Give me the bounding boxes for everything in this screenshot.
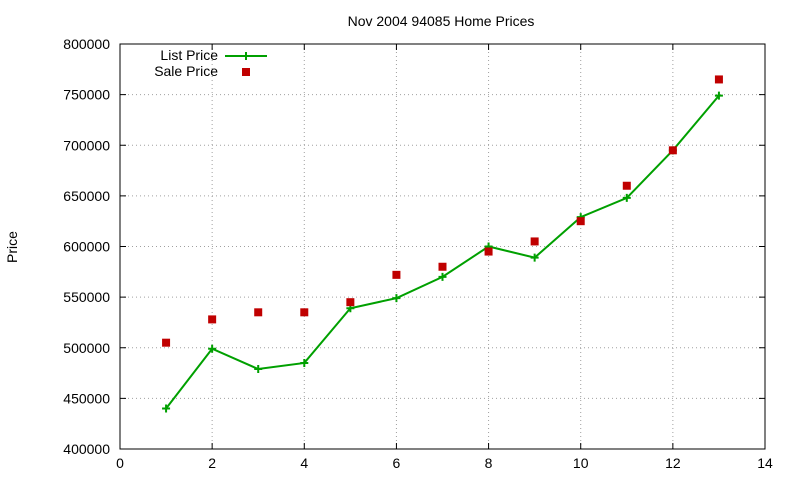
list-price-point bbox=[714, 91, 723, 100]
list-price-point bbox=[530, 253, 539, 262]
y-tick-label: 700000 bbox=[63, 137, 110, 153]
legend-marker-sale-price bbox=[242, 68, 250, 76]
series bbox=[162, 75, 723, 413]
x-tick-label: 6 bbox=[393, 455, 401, 471]
y-tick-label: 650000 bbox=[63, 188, 110, 204]
sale-price-point bbox=[392, 270, 401, 279]
chart-title: Nov 2004 94085 Home Prices bbox=[348, 13, 535, 29]
y-tick-label: 800000 bbox=[63, 36, 110, 52]
list-price-point bbox=[622, 193, 631, 202]
sale-price-point bbox=[300, 308, 309, 317]
list-price-line bbox=[165, 94, 720, 410]
list-price-point bbox=[254, 365, 263, 374]
y-tick-labels: 400000 450000 500000 550000 600000 650000 7000… bbox=[63, 36, 110, 457]
sale-price-point bbox=[576, 217, 585, 226]
sale-price-point bbox=[530, 237, 539, 246]
sale-price-point bbox=[714, 75, 723, 84]
list-price-point bbox=[208, 344, 217, 353]
sale-price-point bbox=[438, 262, 447, 271]
x-tick-label: 12 bbox=[665, 455, 681, 471]
y-tick-label: 450000 bbox=[63, 390, 110, 406]
sale-price-point bbox=[622, 181, 631, 190]
list-price-point bbox=[392, 294, 401, 303]
sale-price-point bbox=[346, 298, 355, 307]
y-tick-label: 750000 bbox=[63, 87, 110, 103]
grid bbox=[120, 44, 765, 449]
legend-label-list-price: List Price bbox=[160, 47, 218, 63]
x-tick-label: 0 bbox=[116, 455, 124, 471]
y-tick-label: 600000 bbox=[63, 239, 110, 255]
legend: List Price Sale Price bbox=[154, 47, 267, 79]
sale-price-point bbox=[484, 247, 493, 256]
x-tick-label: 4 bbox=[300, 455, 308, 471]
x-tick-labels: 0 2 4 6 8 10 12 14 bbox=[116, 455, 773, 471]
x-tick-label: 10 bbox=[573, 455, 589, 471]
legend-label-sale-price: Sale Price bbox=[154, 63, 218, 79]
legend-marker-list-price bbox=[242, 52, 250, 60]
series-sale-price bbox=[162, 75, 723, 347]
sale-price-point bbox=[668, 146, 677, 155]
sale-price-point bbox=[208, 315, 217, 324]
y-tick-label: 500000 bbox=[63, 340, 110, 356]
y-axis-label: Price bbox=[4, 231, 20, 263]
sale-price-point bbox=[162, 338, 171, 347]
y-tick-label: 550000 bbox=[63, 289, 110, 305]
x-tick-label: 14 bbox=[757, 455, 773, 471]
x-tick-label: 2 bbox=[208, 455, 216, 471]
plot-frame bbox=[119, 43, 766, 450]
y-tick-label: 400000 bbox=[63, 441, 110, 457]
list-price-point bbox=[162, 404, 171, 413]
list-price-point bbox=[438, 272, 447, 281]
sale-price-point bbox=[254, 308, 263, 317]
x-tick-label: 8 bbox=[485, 455, 493, 471]
series-list-price bbox=[162, 91, 723, 413]
list-price-point bbox=[300, 358, 309, 367]
